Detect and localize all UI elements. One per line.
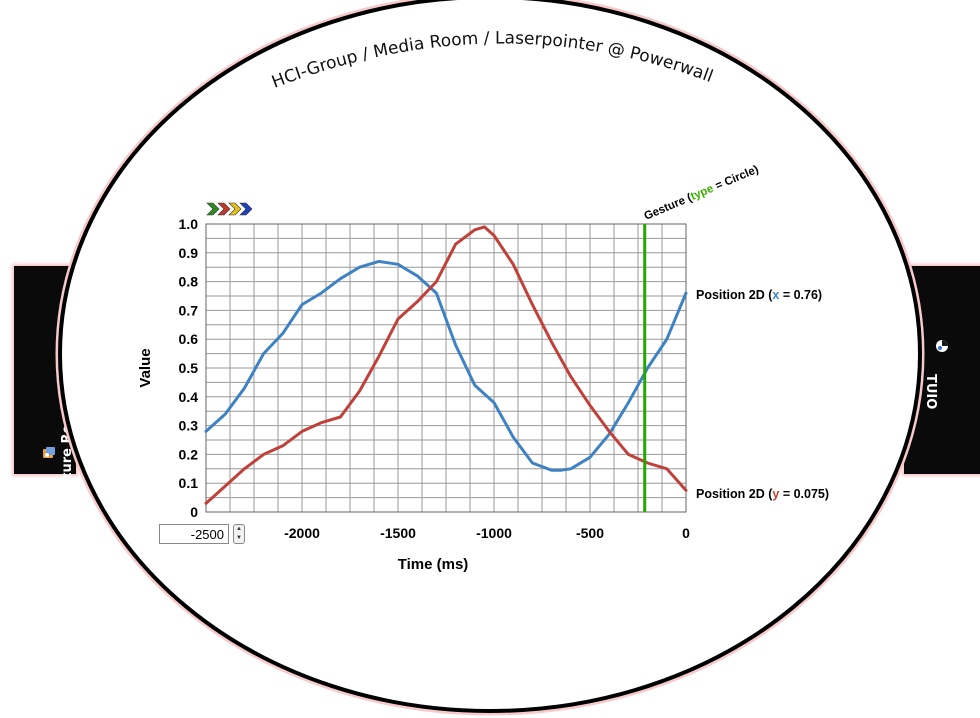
chevron-right-icon — [206, 202, 220, 216]
series-x-label-key: x — [772, 288, 779, 302]
y-tick-label: 1.0 — [179, 216, 199, 232]
y-tick-label: 0.3 — [179, 418, 199, 434]
stepper-up-button[interactable]: ▲ — [236, 526, 242, 532]
chevron-right-icon — [217, 202, 231, 216]
gesture-label-eq: = — [711, 178, 728, 194]
y-tick-labels: 0 0.1 0.2 0.3 0.4 0.5 0.6 0.7 0.8 0.9 1.0 — [179, 216, 199, 520]
oval-frame — [58, 0, 922, 713]
x-axis-label: Time (ms) — [398, 556, 469, 573]
series-y-label-key: y — [772, 487, 779, 501]
chart-series — [204, 225, 688, 505]
series-line-y — [204, 225, 688, 505]
y-tick-label: 0.2 — [179, 446, 199, 462]
x-tick-label: -500 — [576, 525, 604, 541]
tuio-icon — [934, 338, 950, 357]
chevron-right-icon — [228, 202, 242, 216]
y-axis-label: Value — [137, 348, 154, 387]
y-tick-label: 0.1 — [179, 475, 199, 491]
plot-border — [205, 223, 687, 513]
time-range-input[interactable] — [159, 524, 229, 544]
series-line-x — [204, 259, 688, 472]
stepper-down-button[interactable]: ▼ — [236, 535, 242, 541]
series-y-label: Position 2D (y = 0.075) — [696, 487, 829, 501]
x-tick-label: -1500 — [380, 525, 416, 541]
series-x-label-rest: = 0.76) — [779, 288, 822, 302]
series-x-label-prefix: Position 2D ( — [696, 288, 773, 302]
x-tick-label: 0 — [682, 525, 690, 541]
time-range-stepper[interactable]: ▲ ▼ — [233, 524, 245, 544]
x-tick-label: -1000 — [476, 525, 512, 541]
chart-grid — [205, 223, 687, 513]
chevron-right-icon — [239, 202, 253, 216]
x-tick-label: -2000 — [284, 525, 320, 541]
y-tick-label: 0.8 — [179, 274, 199, 290]
y-tick-label: 0.4 — [179, 389, 199, 405]
gesture-recognizer-icon — [42, 446, 56, 463]
y-tick-label: 0 — [190, 504, 198, 520]
series-y-label-rest: = 0.075) — [779, 487, 829, 501]
x-tick-labels: -2000 -1500 -1000 -500 0 — [284, 525, 690, 541]
y-tick-label: 0.6 — [179, 331, 199, 347]
series-x-label: Position 2D (x = 0.76) — [696, 288, 822, 302]
gesture-label-suffix: ) — [752, 164, 760, 177]
y-tick-label: 0.5 — [179, 360, 199, 376]
series-y-label-prefix: Position 2D ( — [696, 487, 773, 501]
y-tick-label: 0.7 — [179, 302, 199, 318]
y-tick-label: 0.9 — [179, 245, 199, 261]
